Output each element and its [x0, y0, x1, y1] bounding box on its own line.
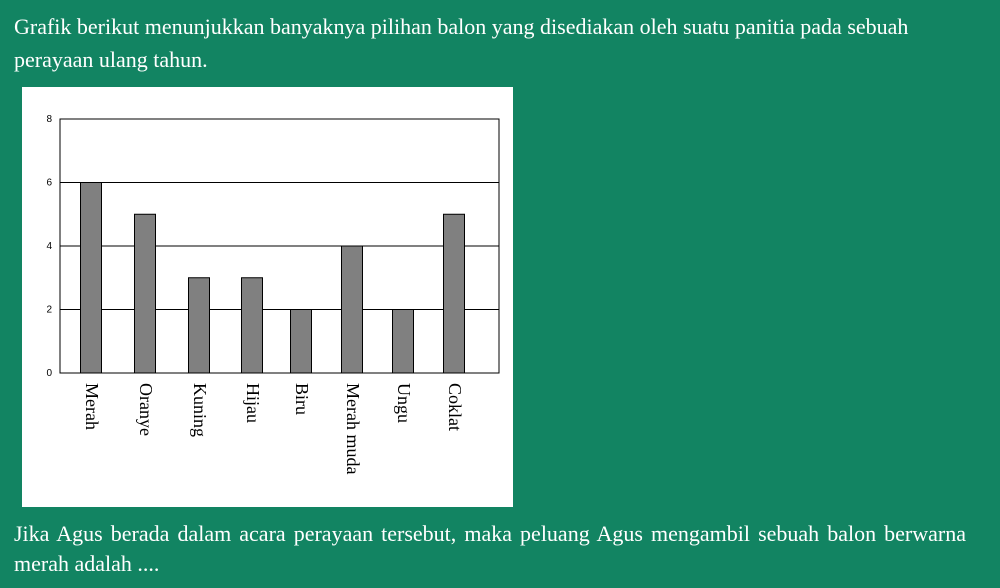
bar: [393, 310, 414, 374]
y-tick-label: 4: [46, 241, 52, 252]
bar: [242, 278, 263, 373]
chart-bars: [81, 183, 465, 374]
x-tick-label: Ungu: [394, 383, 414, 423]
bar: [189, 278, 210, 373]
x-tick-label: Kuning: [190, 383, 210, 437]
bar: [291, 310, 312, 374]
problem-question: Jika Agus berada dalam acara perayaan te…: [14, 519, 966, 579]
bar: [342, 246, 363, 373]
chart-gridlines: [60, 183, 499, 310]
y-tick-label: 2: [46, 305, 52, 316]
bar: [135, 214, 156, 373]
bar: [81, 183, 102, 374]
bar-chart: 0 2 4 6 8 Merah Oranye Kuning Hijau Biru Merah mu…: [22, 87, 513, 507]
x-tick-label: Merah muda: [343, 383, 363, 474]
y-tick-label: 0: [46, 368, 52, 379]
x-tick-label: Hijau: [243, 383, 263, 423]
x-tick-label: Merah: [82, 383, 102, 430]
x-tick-label: Biru: [292, 383, 312, 415]
bar: [444, 214, 465, 373]
x-tick-label: Oranye: [136, 383, 156, 436]
chart-y-ticks: 0 2 4 6 8: [46, 114, 52, 379]
bar-chart-card: 0 2 4 6 8 Merah Oranye Kuning Hijau Biru Merah mu…: [22, 87, 513, 507]
x-tick-label: Coklat: [445, 383, 465, 431]
y-tick-label: 6: [46, 178, 52, 189]
chart-x-ticks: Merah Oranye Kuning Hijau Biru Merah muda Ungu…: [82, 383, 465, 474]
problem-intro: Grafik berikut menunjukkan banyaknya pil…: [14, 10, 980, 76]
y-tick-label: 8: [46, 114, 52, 125]
